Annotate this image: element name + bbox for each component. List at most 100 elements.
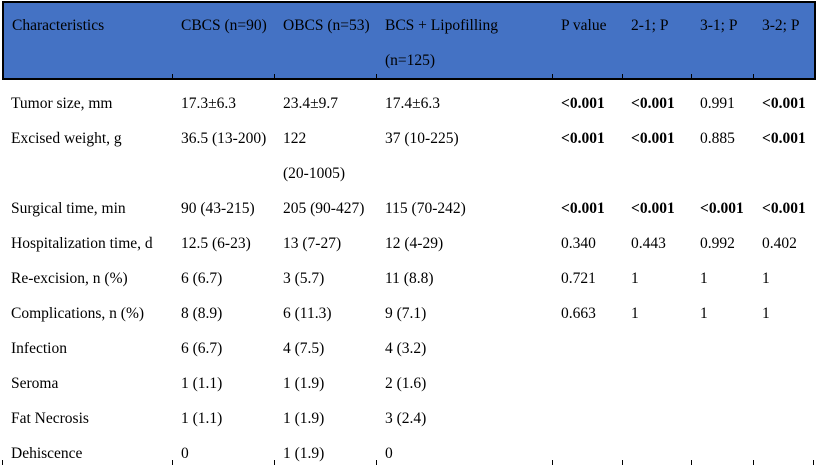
column-divider-tick (172, 74, 173, 79)
data-cell: 8 (8.9) (181, 305, 223, 322)
header-cell-p-value: P value (553, 1, 623, 80)
table-row-re-excision: Re-excision, n (%) 6 (6.7) 3 (5.7) 11 (8… (3, 261, 815, 296)
data-cell: 0.991 (700, 95, 735, 112)
row-label: Hospitalization time, d (11, 235, 153, 252)
data-cell (553, 401, 623, 436)
header-cell-cbcs: CBCS (n=90) (173, 1, 275, 80)
row-label: Seroma (11, 375, 59, 392)
row-label: Fat Necrosis (11, 410, 89, 427)
data-cell: 1 (700, 270, 708, 287)
data-cell: <0.001 (762, 200, 806, 217)
data-cell (623, 401, 692, 436)
data-cell: 17.3±6.3 (181, 95, 237, 112)
table-row-hospitalization-time: Hospitalization time, d 12.5 (6-23) 13 (… (3, 226, 815, 261)
data-cell: 23.4±9.7 (283, 95, 339, 112)
table-row-excised-weight: Excised weight, g 36.5 (13-200) 122 (20-… (3, 121, 815, 191)
data-cell: 1 (762, 270, 770, 287)
data-cell: 0.402 (762, 235, 797, 252)
data-cell (692, 366, 754, 401)
data-cell: <0.001 (762, 130, 806, 147)
table-row-dehiscence: Dehiscence 0 1 (1.9) 0 (3, 436, 815, 469)
row-label: Dehiscence (11, 445, 83, 462)
data-cell: 90 (43-215) (181, 200, 255, 217)
data-cell: 12.5 (6-23) (181, 235, 251, 252)
data-cell: <0.001 (762, 95, 806, 112)
data-cell (754, 366, 815, 401)
data-cell: 36.5 (13-200) (181, 130, 267, 147)
data-cell (754, 436, 815, 469)
data-cell: 37 (10-225) (385, 130, 459, 147)
data-cell (553, 366, 623, 401)
header-cell-bcs-lipofilling: BCS + Lipofilling (n=125) (377, 1, 553, 80)
column-divider-tick (552, 74, 553, 79)
data-cell (623, 436, 692, 469)
data-cell: 0.663 (561, 305, 596, 322)
data-cell: 1 (1.1) (181, 375, 223, 392)
column-divider-tick (2, 460, 3, 465)
table-row-seroma: Seroma 1 (1.1) 1 (1.9) 2 (1.6) (3, 366, 815, 401)
data-cell: 1 (762, 305, 770, 322)
table-row-complications: Complications, n (%) 8 (8.9) 6 (11.3) 9 … (3, 296, 815, 331)
column-divider-tick (753, 74, 754, 79)
column-divider-tick (376, 460, 377, 465)
data-cell: 0.443 (631, 235, 666, 252)
column-divider-tick (274, 460, 275, 465)
column-divider-tick (691, 74, 692, 79)
row-label: Complications, n (%) (11, 305, 145, 322)
data-cell: 1 (631, 305, 639, 322)
data-cell: 1 (700, 305, 708, 322)
data-cell (692, 331, 754, 366)
data-cell: 1 (1.9) (283, 375, 325, 392)
data-cell (754, 401, 815, 436)
data-cell (754, 331, 815, 366)
column-divider-tick (552, 460, 553, 465)
data-cell: 1 (1.9) (283, 445, 325, 462)
data-cell: <0.001 (631, 95, 675, 112)
data-cell (692, 401, 754, 436)
data-cell (623, 331, 692, 366)
header-cell-p-3-2: 3-2; P (754, 1, 816, 80)
header-cell-p-2-1: 2-1; P (623, 1, 692, 80)
data-cell: <0.001 (561, 95, 605, 112)
data-cell (692, 436, 754, 469)
data-cell: 9 (7.1) (385, 305, 427, 322)
header-cell-obcs: OBCS (n=53) (275, 1, 377, 80)
data-cell: 115 (70-242) (385, 200, 466, 217)
data-cell: 0.721 (561, 270, 596, 287)
data-cell: 6 (6.7) (181, 270, 223, 287)
data-cell: 3 (5.7) (283, 270, 325, 287)
data-cell: 205 (90-427) (283, 200, 365, 217)
data-cell: 0 (181, 445, 189, 462)
data-cell: 0.992 (700, 235, 735, 252)
data-cell: <0.001 (561, 200, 605, 217)
data-cell: 122 (20-1005) (283, 130, 345, 182)
column-divider-tick (691, 460, 692, 465)
row-label: Surgical time, min (11, 200, 126, 217)
data-cell: <0.001 (561, 130, 605, 147)
data-cell: 3 (2.4) (385, 410, 427, 427)
column-divider-tick (622, 74, 623, 79)
table-row-tumor-size: Tumor size, mm 17.3±6.3 23.4±9.7 17.4±6.… (3, 79, 815, 121)
data-cell: 4 (7.5) (283, 340, 325, 357)
row-label: Tumor size, mm (11, 95, 113, 112)
table-header-row: Characteristics CBCS (n=90) OBCS (n=53) … (2, 1, 816, 80)
data-cell: 6 (11.3) (283, 305, 332, 322)
column-divider-tick (753, 460, 754, 465)
data-cell: 0 (385, 445, 393, 462)
data-cell: 4 (3.2) (385, 340, 427, 357)
header-cell-characteristics: Characteristics (2, 1, 173, 80)
data-cell: 6 (6.7) (181, 340, 223, 357)
data-cell: 1 (1.9) (283, 410, 325, 427)
row-label: Excised weight, g (11, 130, 122, 147)
data-cell: 11 (8.8) (385, 270, 434, 287)
data-cell: 12 (4-29) (385, 235, 444, 252)
row-label: Infection (11, 340, 67, 357)
data-cell (553, 331, 623, 366)
data-cell: <0.001 (631, 200, 675, 217)
data-cell: 1 (1.1) (181, 410, 223, 427)
column-divider-tick (376, 74, 377, 79)
data-cell: 1 (631, 270, 639, 287)
table-row-surgical-time: Surgical time, min 90 (43-215) 205 (90-4… (3, 191, 815, 226)
